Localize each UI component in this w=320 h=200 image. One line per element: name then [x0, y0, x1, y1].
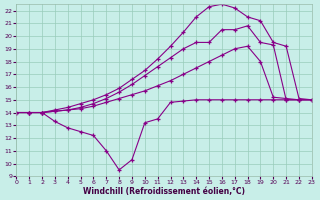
X-axis label: Windchill (Refroidissement éolien,°C): Windchill (Refroidissement éolien,°C): [83, 187, 245, 196]
